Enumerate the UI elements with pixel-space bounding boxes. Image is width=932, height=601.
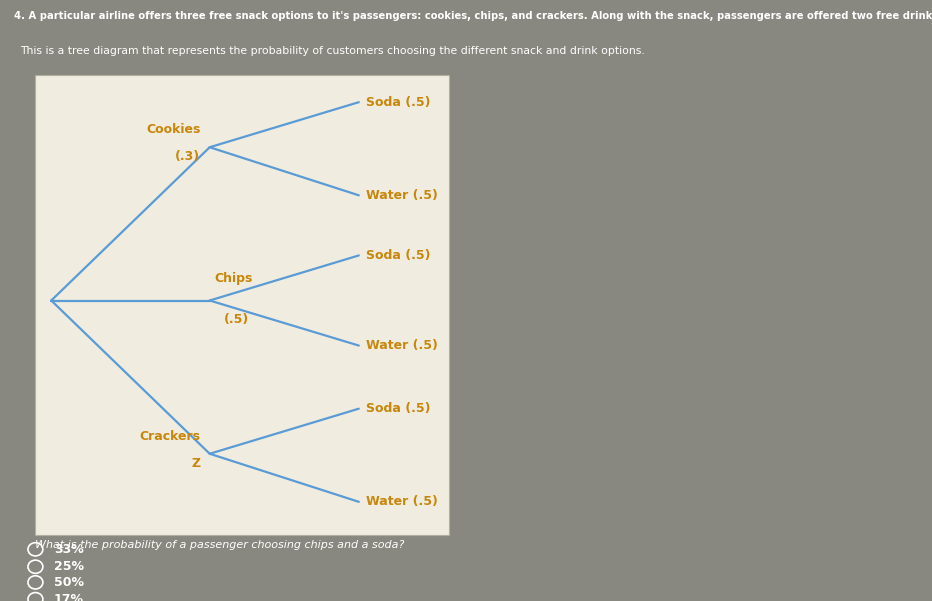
Text: Chips: Chips bbox=[214, 272, 253, 285]
Text: Water (.5): Water (.5) bbox=[366, 339, 438, 352]
Text: 33%: 33% bbox=[54, 543, 84, 556]
Text: Crackers: Crackers bbox=[140, 430, 200, 443]
Text: 25%: 25% bbox=[54, 560, 84, 573]
Text: This is a tree diagram that represents the probability of customers choosing the: This is a tree diagram that represents t… bbox=[21, 46, 645, 56]
Text: Cookies: Cookies bbox=[146, 123, 200, 136]
Text: Water (.5): Water (.5) bbox=[366, 189, 438, 202]
Text: 17%: 17% bbox=[54, 593, 84, 601]
Text: Z: Z bbox=[191, 457, 200, 470]
FancyBboxPatch shape bbox=[35, 75, 449, 535]
Text: 4. A particular airline offers three free snack options to it's passengers: cook: 4. A particular airline offers three fre… bbox=[14, 11, 932, 21]
Text: 50%: 50% bbox=[54, 576, 84, 589]
Text: (.5): (.5) bbox=[224, 313, 249, 326]
Text: What is the probability of a passenger choosing chips and a soda?: What is the probability of a passenger c… bbox=[35, 540, 404, 550]
Text: Soda (.5): Soda (.5) bbox=[366, 249, 431, 262]
Text: (.3): (.3) bbox=[175, 150, 200, 163]
Text: Soda (.5): Soda (.5) bbox=[366, 96, 431, 109]
Text: Water (.5): Water (.5) bbox=[366, 495, 438, 508]
Text: Soda (.5): Soda (.5) bbox=[366, 402, 431, 415]
